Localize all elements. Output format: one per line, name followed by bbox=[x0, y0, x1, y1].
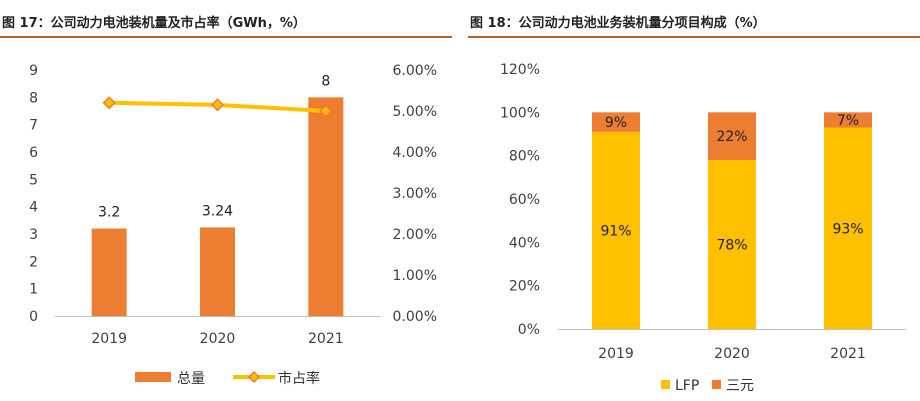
bar-三元-2019 bbox=[592, 112, 640, 132]
y-tick-label: 120% bbox=[500, 62, 540, 78]
y-right-tick-label: 0.00% bbox=[393, 309, 437, 325]
bar-data-label: 93% bbox=[832, 221, 863, 237]
bar-data-label: 9% bbox=[605, 115, 627, 131]
x-tick-label: 2019 bbox=[91, 331, 127, 347]
legend-label-share: 市占率 bbox=[278, 370, 320, 387]
bar-LFP-2020 bbox=[708, 160, 756, 329]
bar-2021 bbox=[308, 97, 344, 316]
y-tick-label: 0% bbox=[518, 322, 540, 338]
bar-data-label: 91% bbox=[600, 223, 631, 239]
y-right-tick-label: 4.00% bbox=[393, 145, 437, 161]
y-left-tick-label: 1 bbox=[29, 282, 38, 298]
bar-data-label: 78% bbox=[716, 238, 747, 254]
bar-三元-2020 bbox=[708, 112, 756, 160]
y-left-tick-label: 0 bbox=[29, 309, 38, 325]
legend-label-total: 总量 bbox=[177, 371, 205, 387]
legend-swatch-share-marker bbox=[247, 370, 261, 384]
legend-swatch-lfp bbox=[661, 380, 670, 389]
y-right-tick-label: 6.00% bbox=[393, 63, 437, 79]
y-left-tick-label: 6 bbox=[29, 145, 38, 161]
y-right-tick-label: 2.00% bbox=[393, 227, 437, 243]
chart-left-bars: 3.2 3.24 8 bbox=[91, 73, 344, 316]
chart-left-title: 图 17：公司动力电池装机量及市占率（GWh，%） bbox=[2, 15, 306, 31]
chart-right-y-axis: 0% 20% 40% 60% 80% 100% 120% bbox=[500, 62, 540, 338]
y-tick-label: 40% bbox=[509, 235, 540, 251]
legend-swatch-sanyuan bbox=[712, 380, 721, 389]
bar-data-label: 3.2 bbox=[98, 205, 120, 221]
chart-left-y-axis-left: 0 1 2 3 4 5 6 7 8 9 bbox=[29, 63, 38, 325]
y-right-tick-label: 3.00% bbox=[393, 186, 437, 202]
chart-left-legend: 总量 市占率 bbox=[135, 370, 320, 387]
y-tick-label: 60% bbox=[509, 192, 540, 208]
chart-right-bars: 91% 9% 78% 22% 93% 7% bbox=[592, 112, 872, 329]
bar-LFP-2019 bbox=[592, 131, 640, 329]
y-tick-label: 20% bbox=[509, 279, 540, 295]
y-left-tick-label: 2 bbox=[29, 254, 38, 270]
y-left-tick-label: 7 bbox=[29, 118, 38, 134]
x-tick-label: 2020 bbox=[200, 331, 236, 347]
chart-right-x-ticks: 2019 2020 2021 bbox=[598, 346, 866, 362]
bar-LFP-2021 bbox=[824, 127, 872, 329]
chart-left: 图 17：公司动力电池装机量及市占率（GWh，%） 0 1 2 3 4 5 6 7 8 9 0.0… bbox=[0, 15, 452, 387]
share-marker-2021 bbox=[319, 104, 333, 118]
chart-right-title: 图 18：公司动力电池业务装机量分项目构成（%） bbox=[470, 15, 766, 31]
share-marker-2020 bbox=[210, 98, 225, 112]
y-left-tick-label: 4 bbox=[29, 200, 38, 216]
legend-label-lfp: LFP bbox=[675, 378, 699, 394]
bar-2020 bbox=[200, 227, 235, 316]
chart-right: 图 18：公司动力电池业务装机量分项目构成（%） 0% 20% 40% 60% 80% 1… bbox=[468, 15, 920, 394]
bar-data-label: 22% bbox=[716, 129, 747, 145]
legend-label-sanyuan: 三元 bbox=[726, 378, 754, 394]
y-right-tick-label: 5.00% bbox=[393, 104, 437, 120]
chart-left-line-series bbox=[102, 96, 333, 118]
x-tick-label: 2019 bbox=[598, 346, 634, 362]
share-marker-2019 bbox=[102, 96, 116, 110]
x-tick-label: 2021 bbox=[308, 331, 344, 347]
bar-data-label: 8 bbox=[321, 73, 330, 89]
chart-left-y-axis-right: 0.00% 1.00% 2.00% 3.00% 4.00% 5.00% 6.00% bbox=[393, 63, 437, 325]
bar-三元-2021 bbox=[824, 112, 872, 128]
chart-left-x-ticks: 2019 2020 2021 bbox=[91, 331, 343, 347]
bar-data-label: 3.24 bbox=[202, 203, 233, 219]
legend-swatch-total bbox=[135, 372, 171, 382]
y-left-tick-label: 8 bbox=[29, 90, 38, 106]
y-tick-label: 100% bbox=[500, 105, 540, 121]
y-left-tick-label: 9 bbox=[29, 63, 38, 79]
x-tick-label: 2020 bbox=[714, 346, 750, 362]
y-tick-label: 80% bbox=[509, 149, 540, 165]
bar-data-label: 7% bbox=[837, 113, 859, 129]
y-left-tick-label: 3 bbox=[29, 227, 38, 243]
y-right-tick-label: 1.00% bbox=[393, 268, 437, 284]
bar-2019 bbox=[91, 228, 127, 316]
y-left-tick-label: 5 bbox=[29, 172, 38, 188]
x-tick-label: 2021 bbox=[830, 346, 866, 362]
chart-right-legend: LFP 三元 bbox=[661, 378, 754, 394]
